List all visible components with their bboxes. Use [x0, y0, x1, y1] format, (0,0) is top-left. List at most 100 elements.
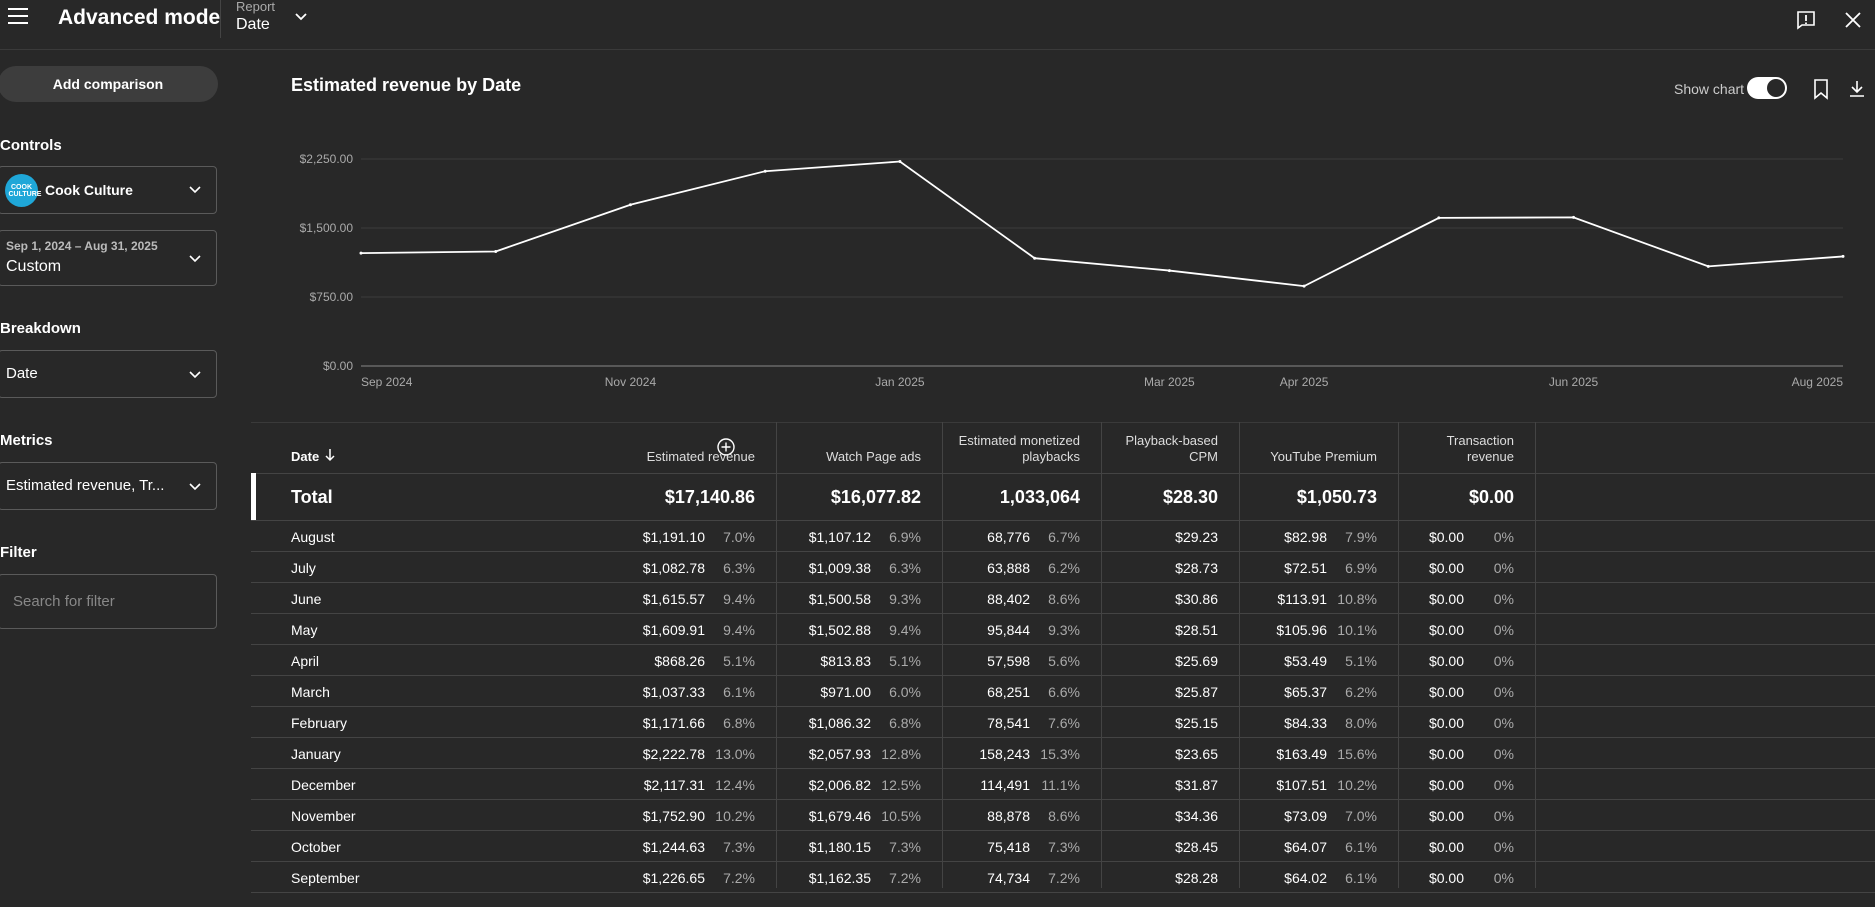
table-row[interactable]: February $1,171.66 6.8% $1,086.32 6.8% 78,541… — [251, 707, 1875, 738]
column-divider[interactable] — [1398, 422, 1399, 888]
chevron-down-icon[interactable] — [292, 8, 310, 26]
table-header-row: Date Estimated revenue Watch Page ads Esti… — [251, 422, 1875, 474]
x-tick-label: Sep 2024 — [361, 375, 413, 389]
cell-value: $2,117.31 — [643, 777, 705, 793]
column-header[interactable]: Playback-based CPM — [1126, 433, 1219, 465]
menu-icon[interactable] — [8, 8, 28, 24]
table-row[interactable]: March $1,037.33 6.1% $971.00 6.0% 68,251 6.6% $… — [251, 676, 1875, 707]
cell-percentage: 5.6% — [1048, 653, 1080, 669]
date-range-text: Sep 1, 2024 – Aug 31, 2025 — [6, 239, 158, 253]
bookmark-icon[interactable] — [1811, 78, 1831, 100]
metrics-label: Metrics — [0, 432, 53, 449]
table-row[interactable]: August $1,191.10 7.0% $1,107.12 6.9% 68,776 6.… — [251, 521, 1875, 552]
filter-label: Filter — [0, 544, 37, 561]
cell-value: $107.51 — [1276, 777, 1327, 793]
cell-value: $72.51 — [1284, 560, 1327, 576]
cell-value: $53.49 — [1284, 653, 1327, 669]
show-chart-toggle[interactable] — [1747, 77, 1787, 99]
column-divider[interactable] — [776, 422, 777, 888]
column-divider[interactable] — [942, 422, 943, 888]
chart-title: Estimated revenue by Date — [291, 75, 522, 95]
cell-value: 74,734 — [987, 870, 1030, 886]
cell-value: $0.00 — [1428, 808, 1464, 824]
cell-percentage: 9.3% — [1048, 622, 1080, 638]
breakdown-select[interactable]: Date — [0, 350, 217, 398]
cell-value: $34.36 — [1175, 808, 1218, 824]
column-divider[interactable] — [1239, 422, 1240, 888]
add-column-icon[interactable] — [717, 438, 735, 456]
cell-value: $0.00 — [1428, 870, 1464, 886]
data-point — [494, 249, 498, 253]
column-header[interactable]: YouTube Premium — [1270, 449, 1377, 465]
y-tick-label: $2,250.00 — [300, 152, 354, 166]
column-header[interactable]: Estimated monetized playbacks — [959, 433, 1080, 465]
cell-value: $1,191.10 — [642, 529, 705, 545]
cell-value: 88,402 — [987, 591, 1030, 607]
table-row[interactable]: May $1,609.91 9.4% $1,502.88 9.4% 95,844 9.3% $… — [251, 614, 1875, 645]
cell-percentage: 5.1% — [1345, 653, 1377, 669]
total-value: 1,033,064 — [999, 487, 1080, 507]
cell-value: 63,888 — [987, 560, 1030, 576]
cell-value: $1,009.38 — [808, 560, 871, 576]
date-range-select[interactable]: Sep 1, 2024 – Aug 31, 2025 Custom — [0, 230, 217, 286]
column-header[interactable]: Estimated revenue — [647, 449, 755, 465]
revenue-line-chart: $0.00 $750.00 $1,500.00 $2,250.00 Sep 2024 No… — [300, 152, 1845, 389]
table-row[interactable]: April $868.26 5.1% $813.83 5.1% 57,598 5.6% $25… — [251, 645, 1875, 676]
cell-value: $28.28 — [1175, 870, 1218, 886]
row-date: January — [291, 746, 341, 762]
close-icon[interactable] — [1842, 9, 1864, 31]
x-tick-label: Nov 2024 — [605, 375, 657, 389]
cell-value: $28.45 — [1175, 839, 1218, 855]
cell-percentage: 0% — [1493, 808, 1514, 824]
download-icon[interactable] — [1847, 78, 1867, 100]
cell-value: $2,057.93 — [808, 746, 871, 762]
cell-value: $105.96 — [1276, 622, 1327, 638]
column-header[interactable]: Transaction revenue — [1447, 433, 1514, 465]
table-row[interactable]: December $2,117.31 12.4% $2,006.82 12.5% 114,… — [251, 769, 1875, 800]
report-value[interactable]: Date — [236, 16, 270, 33]
column-header[interactable]: Watch Page ads — [826, 449, 921, 465]
cell-value: 158,243 — [979, 746, 1030, 762]
row-date: September — [291, 870, 360, 886]
cell-value: $1,679.46 — [808, 808, 871, 824]
total-value: $1,050.73 — [1296, 487, 1377, 507]
cell-value: 78,541 — [987, 715, 1030, 731]
cell-percentage: 12.8% — [881, 746, 921, 762]
table-row[interactable]: June $1,615.57 9.4% $1,500.58 9.3% 88,402 8.6%… — [251, 583, 1875, 614]
cell-value: $0.00 — [1428, 560, 1464, 576]
table-row[interactable]: November $1,752.90 10.2% $1,679.46 10.5% 88,8… — [251, 800, 1875, 831]
filter-search-input[interactable] — [0, 574, 217, 629]
sort-down-icon[interactable] — [323, 447, 337, 463]
column-divider[interactable] — [1535, 422, 1536, 888]
cell-percentage: 6.7% — [1048, 529, 1080, 545]
add-comparison-button[interactable]: Add comparison — [0, 66, 218, 102]
feedback-icon[interactable] — [1796, 10, 1816, 30]
date-column-header[interactable]: Date — [291, 449, 320, 464]
column-divider[interactable] — [1101, 422, 1102, 888]
cell-percentage: 10.2% — [1337, 777, 1377, 793]
cell-percentage: 9.4% — [723, 591, 755, 607]
metrics-value: Estimated revenue, Tr... — [6, 477, 165, 494]
cell-percentage: 0% — [1493, 715, 1514, 731]
cell-percentage: 8.0% — [1345, 715, 1377, 731]
metrics-select[interactable]: Estimated revenue, Tr... — [0, 462, 217, 510]
total-label: Total — [291, 487, 333, 507]
cell-value: $84.33 — [1284, 715, 1327, 731]
table-row[interactable]: July $1,082.78 6.3% $1,009.38 6.3% 63,888 6.2%… — [251, 552, 1875, 583]
cell-percentage: 6.3% — [723, 560, 755, 576]
cell-percentage: 7.3% — [723, 839, 755, 855]
column-header-line: playbacks — [1022, 449, 1080, 464]
row-date: August — [291, 529, 335, 545]
table-row[interactable]: October $1,244.63 7.3% $1,180.15 7.3% 75,418 7… — [251, 831, 1875, 862]
y-tick-label: $0.00 — [323, 359, 353, 373]
table-row[interactable]: January $2,222.78 13.0% $2,057.93 12.8% 158,2… — [251, 738, 1875, 769]
cell-value: 95,844 — [987, 622, 1030, 638]
row-date: April — [291, 653, 320, 669]
cell-percentage: 0% — [1493, 529, 1514, 545]
table-row[interactable]: September $1,226.65 7.2% $1,162.35 7.2% 74,73… — [251, 862, 1875, 893]
total-row-indicator — [251, 473, 256, 520]
x-tick-label: Jun 2025 — [1549, 375, 1599, 389]
cell-percentage: 12.4% — [715, 777, 755, 793]
channel-select[interactable]: COOK CULTURE Cook Culture — [0, 166, 217, 214]
cell-percentage: 0% — [1493, 746, 1514, 762]
